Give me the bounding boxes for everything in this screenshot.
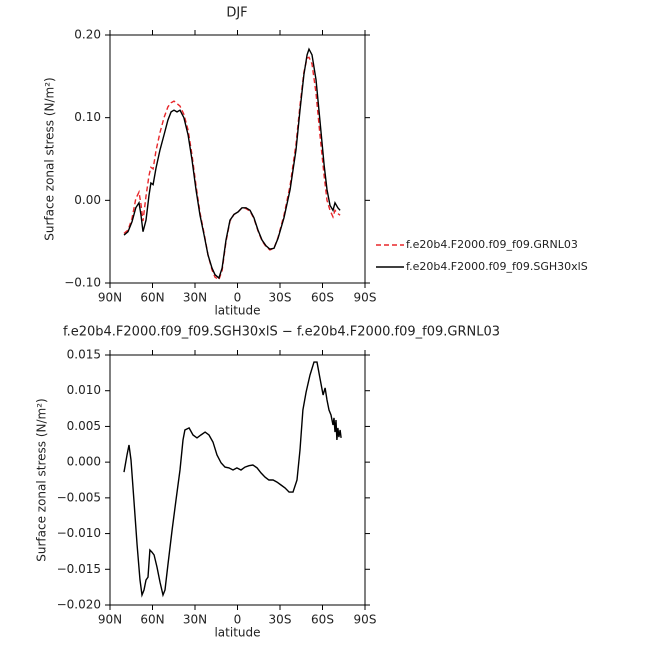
- y-tick-label: 0.010: [67, 383, 101, 397]
- x-tick-label: 90S: [354, 291, 377, 305]
- y-tick-label: −0.005: [57, 490, 101, 504]
- x-axis-label: latitude: [214, 626, 260, 640]
- y-tick-label: 0.015: [67, 348, 101, 362]
- chart-title: f.e20b4.F2000.f09_f09.SGH30xlS − f.e20b4…: [63, 325, 500, 340]
- y-tick-label: 0.20: [74, 28, 101, 42]
- data-line: [123, 56, 341, 281]
- y-axis-label: Surface zonal stress (N/m²): [35, 398, 49, 562]
- x-tick-label: 0: [234, 291, 242, 305]
- data-line: [123, 47, 341, 280]
- y-tick-label: −0.015: [57, 562, 101, 576]
- x-tick-label: 0: [234, 613, 242, 627]
- chart-title: DJF: [226, 6, 247, 21]
- x-tick-label: 90N: [98, 291, 122, 305]
- x-tick-label: 90S: [354, 613, 377, 627]
- y-tick-label: 0.00: [74, 193, 101, 207]
- x-axis-label: latitude: [214, 304, 260, 318]
- x-tick-label: 60S: [311, 613, 334, 627]
- plot-frame: [109, 34, 366, 284]
- x-tick-label: 60N: [140, 613, 164, 627]
- legend-label: f.e20b4.F2000.f09_f09.SGH30xlS: [406, 260, 588, 273]
- y-tick-label: −0.020: [57, 598, 101, 612]
- y-tick-label: 0.000: [67, 455, 101, 469]
- y-tick-label: 0.10: [74, 110, 101, 124]
- y-axis-label: Surface zonal stress (N/m²): [43, 77, 57, 241]
- x-tick-label: 30S: [269, 291, 292, 305]
- x-tick-label: 90N: [98, 613, 122, 627]
- y-tick-label: 0.005: [67, 419, 101, 433]
- x-tick-label: 60S: [311, 291, 334, 305]
- x-tick-label: 30N: [183, 291, 207, 305]
- legend-label: f.e20b4.F2000.f09_f09.GRNL03: [406, 238, 578, 251]
- y-tick-label: −0.10: [64, 276, 101, 290]
- x-tick-label: 30S: [269, 613, 292, 627]
- x-tick-label: 30N: [183, 613, 207, 627]
- x-tick-label: 60N: [140, 291, 164, 305]
- y-tick-label: −0.010: [57, 526, 101, 540]
- data-line: [123, 361, 342, 598]
